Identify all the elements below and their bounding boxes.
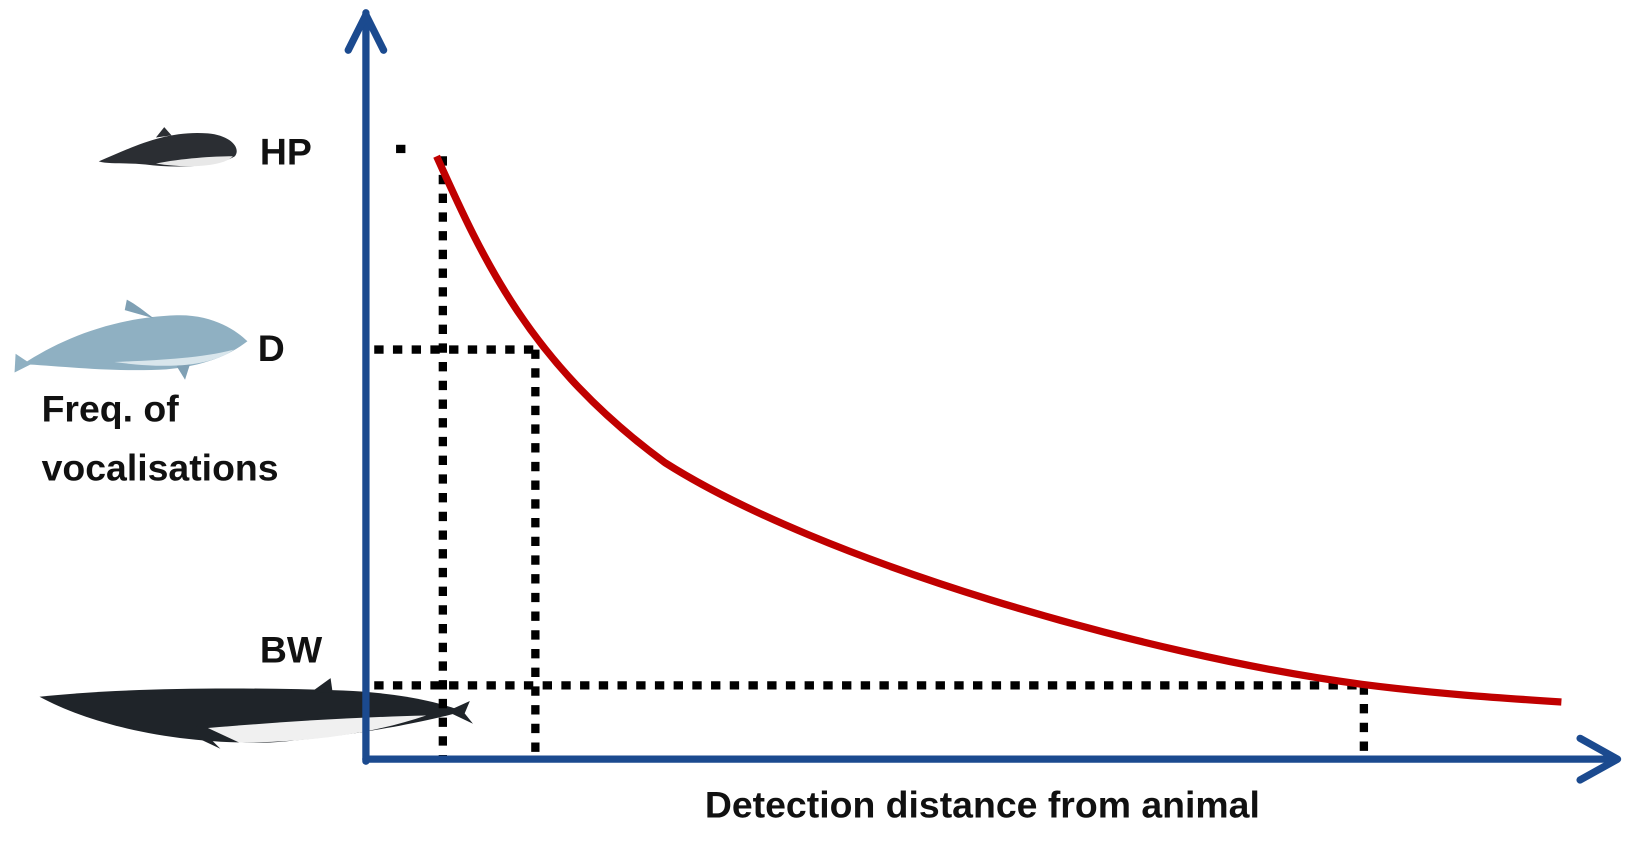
porpoise-icon bbox=[98, 127, 237, 167]
y-axis-arrow bbox=[344, 11, 388, 54]
y-axis-label: Freq. of bbox=[42, 387, 180, 429]
dolphin-icon bbox=[14, 299, 248, 380]
species-label: HP bbox=[260, 131, 312, 173]
species-label: BW bbox=[260, 628, 323, 670]
whale-icon bbox=[39, 678, 473, 749]
species-label: D bbox=[258, 327, 285, 369]
y-axis-label: vocalisations bbox=[42, 447, 279, 489]
x-axis-label: Detection distance from animal bbox=[705, 783, 1260, 825]
curve bbox=[433, 154, 1562, 706]
x-axis-arrow bbox=[1576, 734, 1622, 784]
